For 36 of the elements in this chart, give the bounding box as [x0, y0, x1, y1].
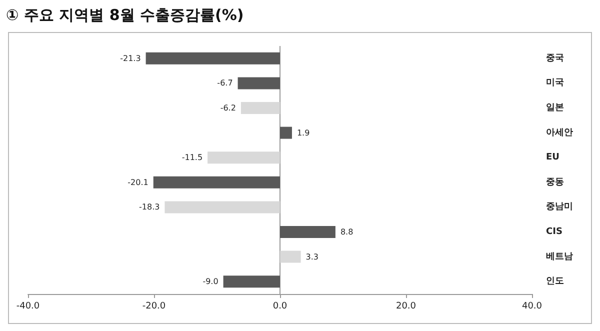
- y-tick-label: 일본: [546, 103, 564, 113]
- y-tick-label: 인도: [546, 276, 564, 287]
- y-tick-label: 중남미: [546, 202, 573, 212]
- data-label: -6.2: [220, 104, 236, 112]
- bar: [280, 126, 292, 139]
- chart-title: ① 주요 지역별 8월 수출증감률(%): [6, 6, 244, 25]
- x-tick-label: 20.0: [396, 302, 416, 312]
- bar: [280, 226, 336, 238]
- data-label: 1.9: [296, 128, 310, 138]
- y-tick-label: 중국: [546, 53, 564, 64]
- data-label: -9.0: [202, 277, 218, 286]
- data-label: -21.3: [120, 54, 141, 63]
- bar: [223, 276, 280, 288]
- y-tick-label: 베트남: [546, 252, 573, 262]
- y-tick-label: 아세안: [546, 128, 573, 138]
- data-label: -6.7: [217, 78, 233, 88]
- data-label: -20.1: [128, 178, 148, 187]
- bar: [208, 152, 280, 164]
- x-tick-label: 40.0: [522, 302, 542, 312]
- data-label: 8.8: [340, 228, 354, 236]
- y-tick-label: CIS: [546, 227, 562, 237]
- data-label: 3.3: [306, 252, 319, 262]
- y-tick-label: 미국: [546, 78, 564, 88]
- bar: [164, 201, 280, 214]
- data-label: -18.3: [139, 202, 160, 212]
- bar: [146, 52, 280, 64]
- data-label: -11.5: [182, 153, 203, 162]
- x-tick-label: -40.0: [16, 302, 40, 312]
- bar: [238, 77, 280, 90]
- y-tick-label: EU: [546, 152, 560, 163]
- x-tick-label: -20.0: [142, 302, 166, 312]
- bar: [153, 176, 280, 188]
- y-tick-label: 중동: [546, 177, 564, 188]
- bar: [280, 250, 301, 263]
- x-tick-label: 0.0: [272, 302, 288, 312]
- bar: [240, 102, 280, 114]
